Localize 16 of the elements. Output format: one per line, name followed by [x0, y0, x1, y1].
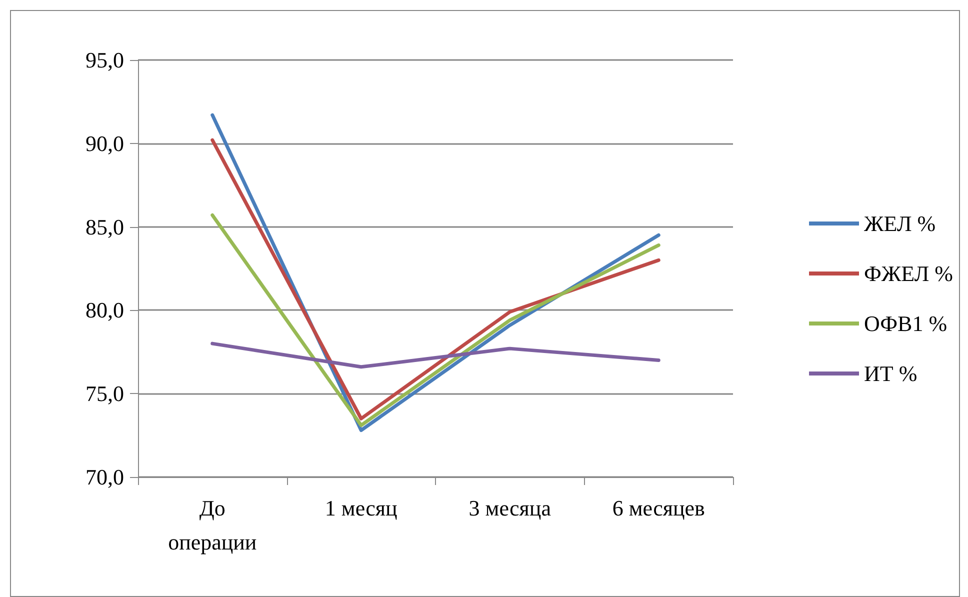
y-tick-label: 80,0	[86, 298, 124, 323]
legend-label: ЖЕЛ %	[864, 211, 936, 236]
y-tick-label: 85,0	[86, 214, 124, 240]
legend-label: ИТ %	[864, 361, 918, 386]
x-tick-label: 3 месяца	[468, 496, 552, 520]
line-series	[210, 213, 660, 428]
y-tick-label: 90,0	[86, 130, 124, 156]
x-tick-label: 1 месяц	[324, 496, 398, 520]
y-tick-label: 70,0	[86, 464, 124, 490]
y-tick-label: 95,0	[86, 48, 124, 72]
x-tick-label: 6 месяцев	[612, 496, 705, 520]
x-tick-label: До операции	[168, 496, 257, 554]
legend-label: ФЖЕЛ %	[864, 261, 954, 286]
line-series	[210, 342, 660, 369]
y-tick-label: 75,0	[86, 381, 124, 406]
legend-label: ОФВ1 %	[864, 311, 948, 336]
